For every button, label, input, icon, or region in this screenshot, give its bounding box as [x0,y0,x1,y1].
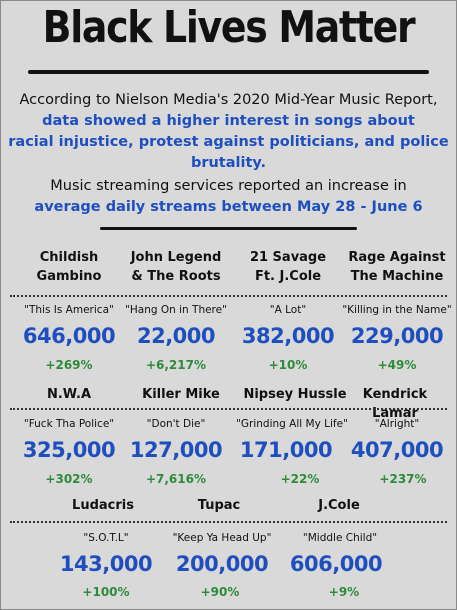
artist-name-line: Gambino [36,269,102,284]
section-divider [100,227,357,230]
song-title: "Alright" [374,418,420,430]
artist-name: Nipsey Hussle [243,387,347,402]
row-separator [10,408,447,410]
stream-count: 325,000 [22,438,116,462]
intro-line-4: Music streaming services reported an inc… [50,178,407,194]
artist-name: Rage Against The Machine [342,248,452,286]
song-title: "This Is America" [24,304,114,316]
increase-percent: +7,616% [145,472,207,486]
poster-title: Black Lives Matter [42,2,416,53]
song-title: "Grinding All My Life" [236,418,348,430]
intro-line-5: average daily streams between May 28 - J… [34,199,423,215]
row-separator [10,521,447,523]
stream-count: 606,000 [289,552,383,576]
stream-count: 127,000 [129,438,223,462]
increase-percent: +269% [45,358,93,372]
increase-percent: +6,217% [145,358,207,372]
artist-name-line: 21 Savage [249,250,327,265]
increase-percent: +49% [377,358,417,372]
artist-name-line: Childish [39,250,99,265]
increase-percent: +90% [200,585,240,599]
intro-line-3: racial injustice, protest against politi… [8,134,449,171]
song-title: "S.O.T.L" [83,532,129,544]
song-title: "Keep Ya Head Up" [172,532,272,544]
increase-percent: +100% [82,585,130,599]
song-title: "Fuck Tha Police" [23,418,115,430]
stream-count: 382,000 [241,324,335,348]
artist-name: N.W.A [46,387,92,402]
intro-line-1: According to Nielson Media's 2020 Mid-Ye… [19,92,438,108]
stream-count: 143,000 [59,552,153,576]
song-title: "Killing in the Name" [342,304,452,316]
song-title: "Hang On in There" [125,304,227,316]
artist-name-line: Ft. J.Cole [254,269,322,284]
artist-name: 21 Savage Ft. J.Cole [233,248,343,286]
artist-name-line: & The Roots [131,269,221,284]
artist-name: Killer Mike [142,387,220,402]
increase-percent: +9% [328,585,360,599]
artist-name: J.Cole [318,498,360,513]
increase-percent: +10% [268,358,308,372]
stream-count: 646,000 [22,324,116,348]
increase-percent: +237% [379,472,427,486]
title-underline [28,70,429,74]
intro-line-2: data showed a higher interest in songs a… [42,113,415,129]
song-title: "A Lot" [269,304,307,316]
song-title: "Middle Child" [302,532,378,544]
row-separator [10,295,447,297]
artist-name: Tupac [197,498,241,513]
stream-count: 229,000 [350,324,444,348]
stream-count: 22,000 [136,324,216,348]
stream-count: 407,000 [350,438,444,462]
artist-name-line: Rage Against [348,250,446,265]
stream-count: 171,000 [239,438,333,462]
artist-name-line: John Legend [130,250,222,265]
song-title: "Don't Die" [146,418,206,430]
artist-name: Childish Gambino [14,248,124,286]
stream-count: 200,000 [175,552,269,576]
increase-percent: +302% [45,472,93,486]
artist-name-line: The Machine [350,269,444,284]
artist-name: Ludacris [72,498,134,513]
artist-name: John Legend & The Roots [121,248,231,286]
increase-percent: +22% [280,472,320,486]
